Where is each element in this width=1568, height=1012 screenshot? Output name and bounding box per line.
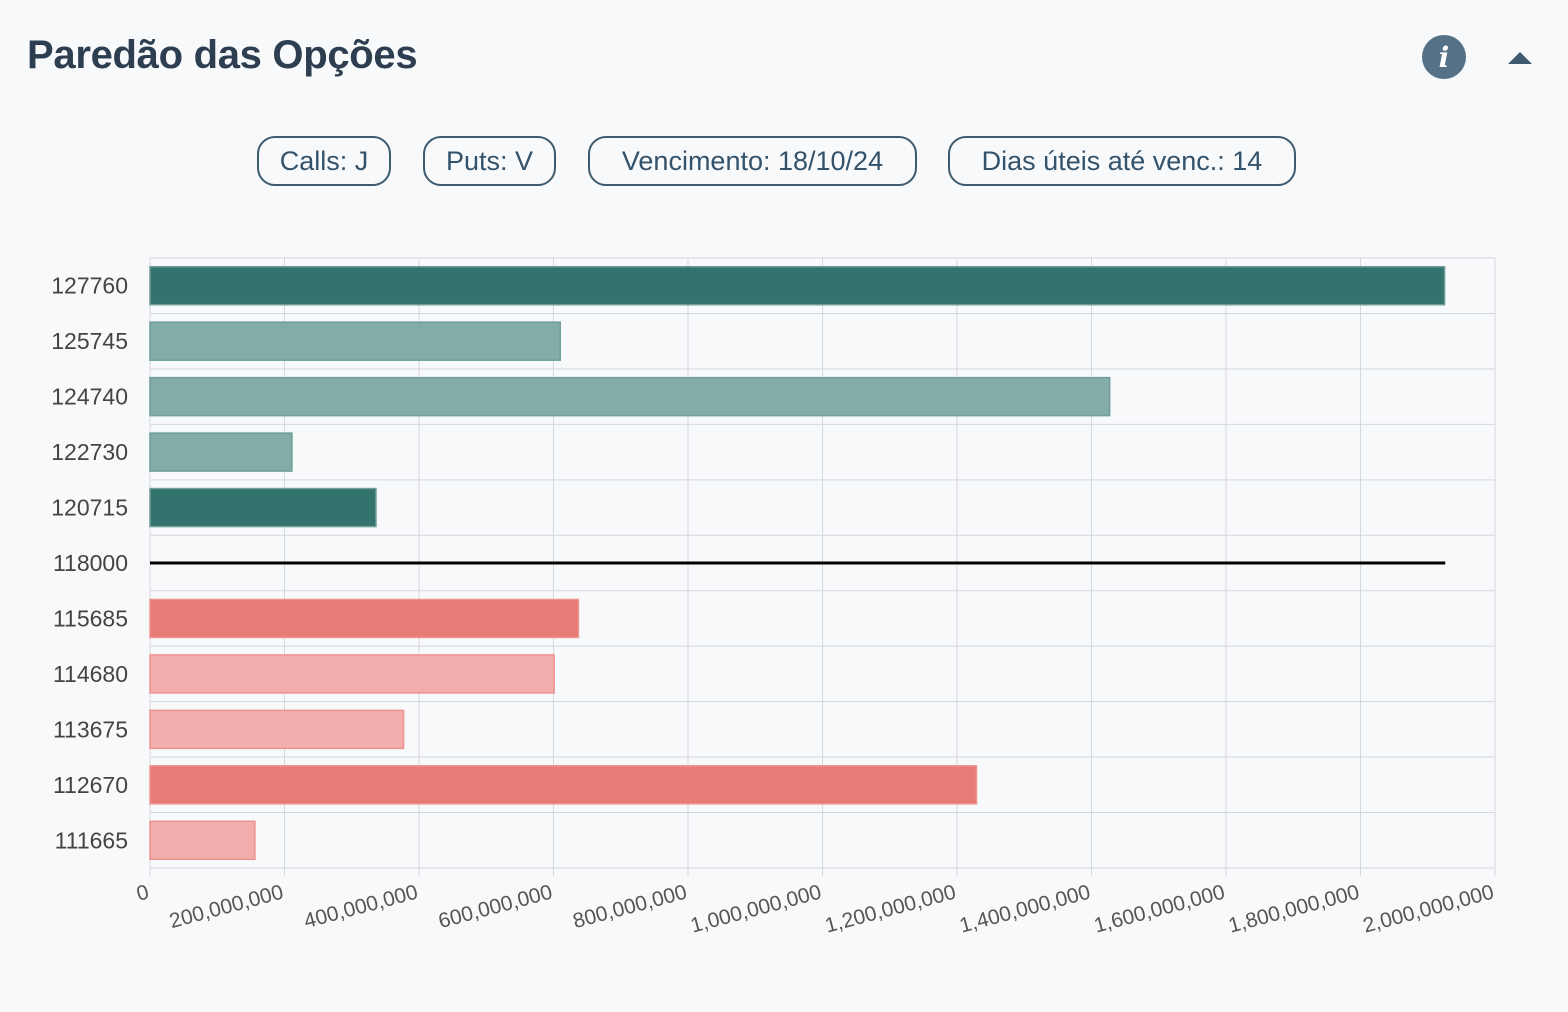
x-tick-label: 200,000,000 (167, 881, 286, 933)
y-tick-label: 113675 (53, 716, 128, 742)
info-icon-glyph: i (1438, 40, 1450, 74)
x-tick-label: 0 (134, 881, 151, 906)
put-bar (149, 820, 256, 861)
put-bar (149, 709, 405, 750)
put-bar (149, 654, 555, 694)
y-tick-label: 122730 (51, 439, 128, 465)
x-tick-label: 800,000,000 (571, 881, 690, 933)
y-tick-label: 114680 (53, 661, 128, 687)
y-tick-label: 124740 (51, 384, 128, 410)
caret-up-icon[interactable] (1505, 48, 1535, 68)
x-tick-label: 1,800,000,000 (1226, 881, 1362, 938)
info-icon[interactable]: i (1422, 35, 1466, 79)
calls-pill[interactable]: Calls: J (257, 136, 391, 186)
call-bar (149, 432, 293, 472)
y-tick-label: 118000 (53, 550, 128, 576)
call-bar (149, 265, 1446, 306)
x-tick-label: 400,000,000 (302, 881, 421, 933)
y-tick-label: 112670 (53, 772, 128, 798)
call-bar (149, 376, 1111, 417)
y-tick-label: 125745 (51, 328, 128, 354)
put-bar (149, 765, 978, 805)
caret-up-icon-shape (1508, 52, 1532, 64)
call-bar (149, 487, 377, 528)
y-tick-label: 115685 (53, 605, 128, 631)
card-title: Paredão das Opções (27, 33, 418, 77)
filter-pills: Calls: J Puts: V Vencimento: 18/10/24 Di… (0, 136, 1568, 190)
x-tick-label: 1,400,000,000 (957, 881, 1093, 938)
puts-pill[interactable]: Puts: V (423, 136, 556, 186)
put-bar (149, 598, 580, 639)
y-tick-label: 120715 (51, 495, 128, 521)
call-bar (149, 321, 561, 361)
expiration-pill[interactable]: Vencimento: 18/10/24 (588, 136, 917, 186)
y-tick-label: 111665 (55, 827, 128, 853)
y-tick-label: 127760 (51, 273, 128, 299)
x-tick-label: 1,200,000,000 (823, 881, 959, 938)
x-tick-label: 2,000,000,000 (1361, 881, 1497, 938)
x-tick-label: 600,000,000 (436, 881, 555, 933)
x-tick-label: 1,000,000,000 (688, 881, 824, 938)
business-days-pill[interactable]: Dias úteis até venc.: 14 (948, 136, 1296, 186)
x-tick-label: 1,600,000,000 (1092, 881, 1228, 938)
